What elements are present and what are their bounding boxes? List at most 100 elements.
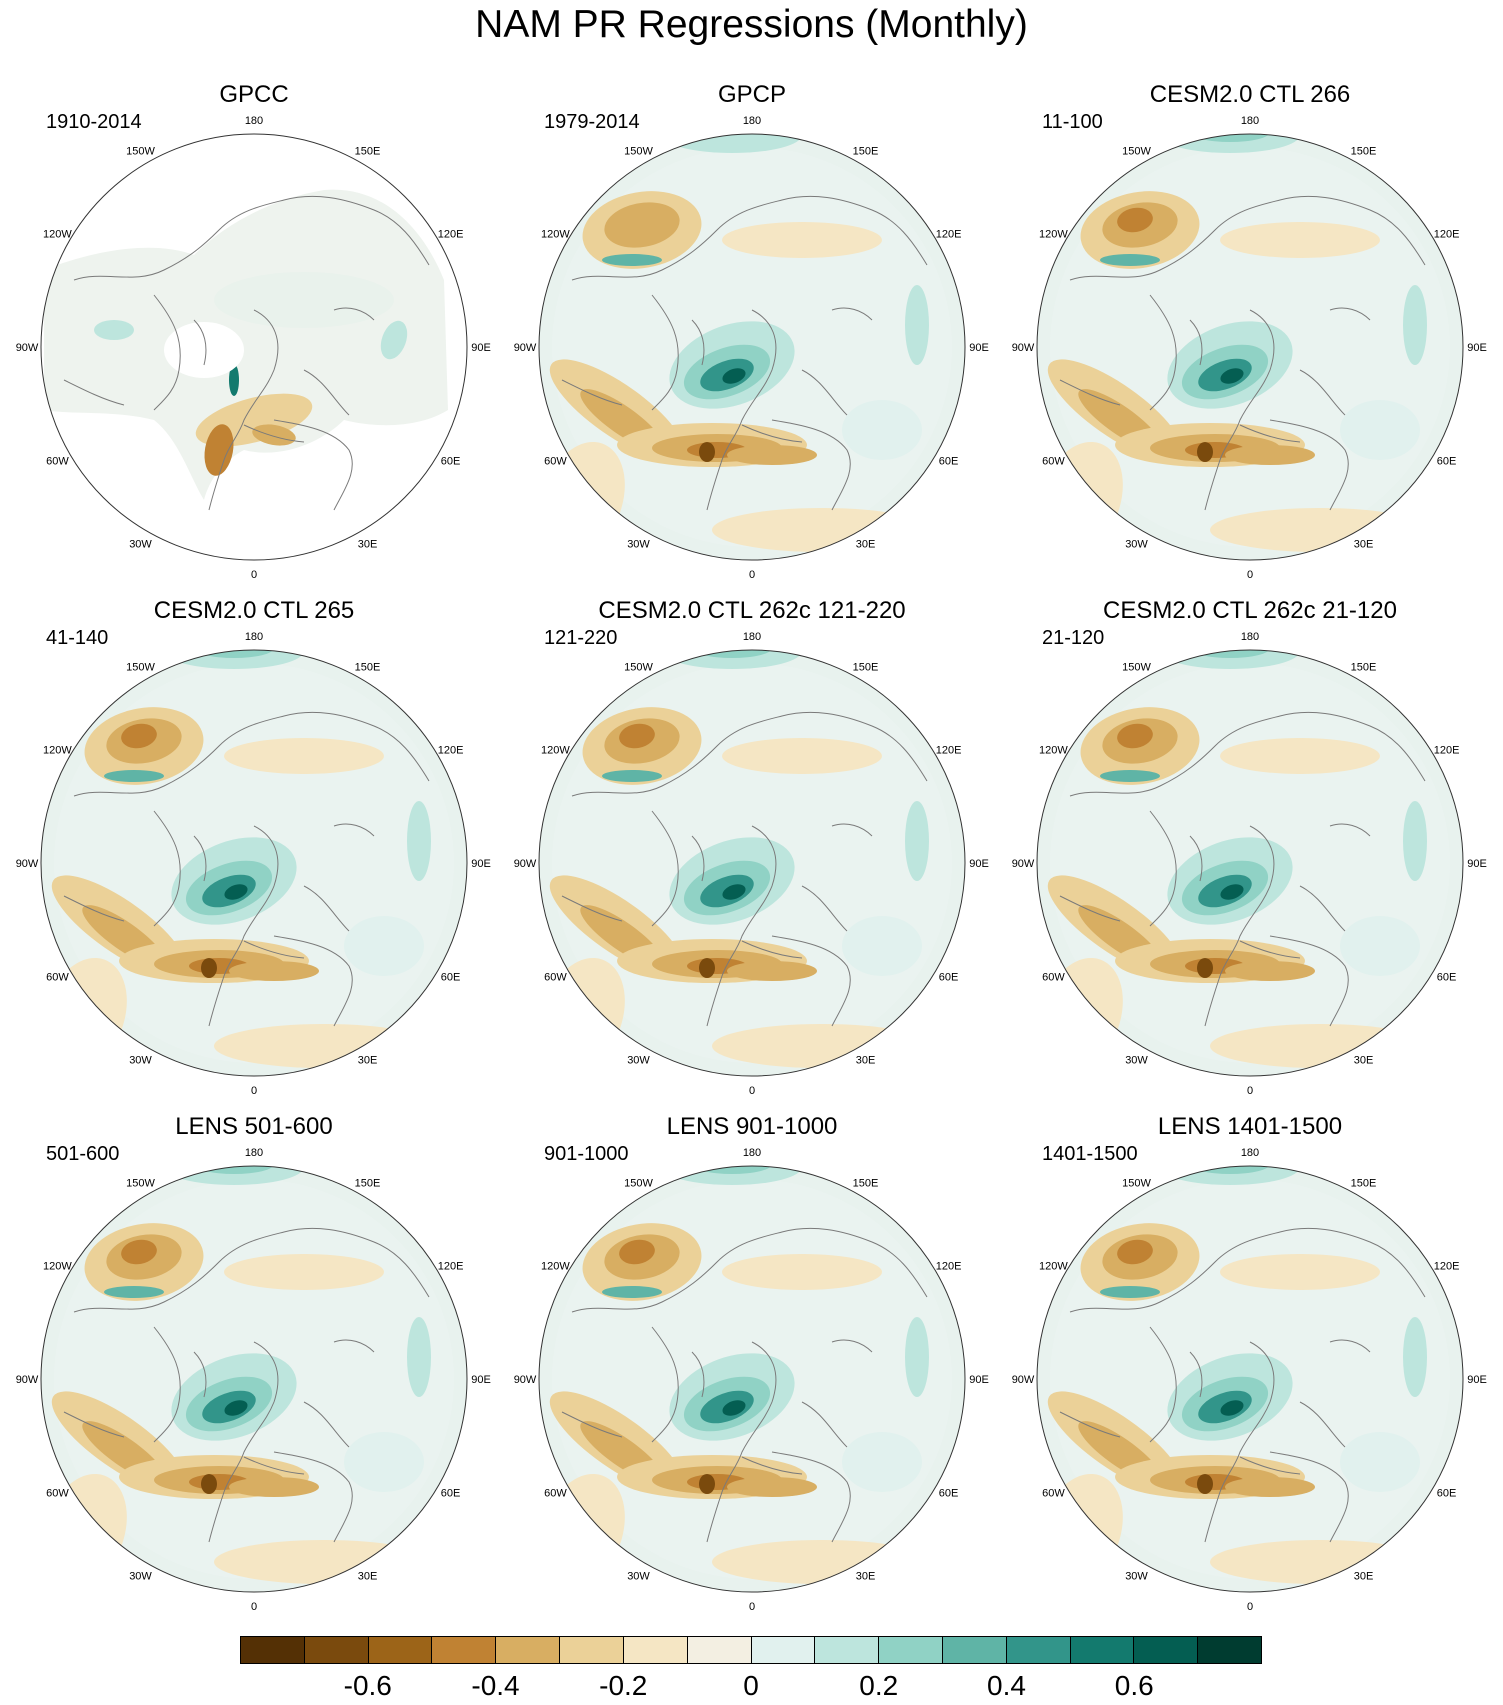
longitude-label: 60E (1437, 456, 1457, 468)
longitude-label: 90E (471, 1374, 491, 1386)
longitude-label: 120E (936, 745, 962, 757)
longitude-label: 30W (129, 1055, 152, 1067)
colorbar-swatch (942, 1637, 1007, 1663)
panel-period: 11-100 (1042, 111, 1103, 133)
longitude-label: 120E (438, 1261, 464, 1273)
colorbar-swatch (815, 1637, 880, 1663)
figure-title: NAM PR Regressions (Monthly) (475, 3, 1028, 46)
longitude-label: 30W (627, 1055, 650, 1067)
longitude-label: 30E (856, 539, 876, 551)
longitude-label: 30E (358, 539, 378, 551)
colorbar-swatch (1006, 1637, 1071, 1663)
colorbar-swatch (1198, 1637, 1261, 1663)
panel-title: GPCP (717, 81, 786, 108)
longitude-label: 120E (1434, 745, 1460, 757)
longitude-label: 90W (16, 858, 39, 870)
longitude-label: 90W (1012, 1374, 1035, 1386)
longitude-label: 90W (514, 342, 537, 354)
colorbar-label: -0.6 (343, 1670, 392, 1701)
colorbar-label: 0.6 (1114, 1670, 1154, 1701)
longitude-label: 60W (46, 1488, 69, 1500)
colorbar-swatch (1070, 1637, 1135, 1663)
longitude-label: 0 (251, 569, 257, 581)
longitude-label: 60W (1042, 972, 1065, 984)
panel-period: 21-120 (1042, 627, 1105, 649)
longitude-label: 120E (936, 1261, 962, 1273)
longitude-label: 60E (1437, 972, 1457, 984)
colorbar-swatch (623, 1637, 688, 1663)
polar-map: 180 150E 120E 90E 60E 30E 0 30W 60W 90W 120W 150W (16, 631, 491, 1097)
colorbar-swatch (304, 1637, 369, 1663)
colorbar (240, 1636, 1262, 1664)
longitude-label: 150E (355, 145, 381, 157)
longitude-label: 60W (1042, 456, 1065, 468)
longitude-label: 90E (969, 1374, 989, 1386)
panel-period: 1979-2014 (544, 111, 640, 133)
polar-map: 180 150E 120E 90E 60E 30E 0 30W 60W 90W 120W 150W (514, 1147, 989, 1613)
colorbar-swatch (368, 1637, 433, 1663)
polar-map: 180 150E 120E 90E 60E 30E 0 30W 60W 90W 120W 150W (1012, 115, 1487, 581)
map-panel: 180 150E 120E 90E 60E 30E 0 30W 60W 90W 120W 150W CE… (1000, 80, 1500, 585)
longitude-label: 90E (969, 858, 989, 870)
longitude-label: 90W (16, 1374, 39, 1386)
longitude-label: 30E (1354, 1055, 1374, 1067)
colorbar-swatch (496, 1637, 561, 1663)
panel-title: CESM2.0 CTL 265 (153, 597, 355, 624)
panel-title: GPCC (219, 81, 289, 108)
panel-period: 901-1000 (544, 1143, 629, 1165)
longitude-label: 120W (43, 1261, 72, 1273)
colorbar-label: 0.2 (859, 1670, 899, 1701)
longitude-label: 60E (939, 456, 959, 468)
panel-title: LENS 901-1000 (666, 1113, 838, 1140)
longitude-label: 30W (1125, 1571, 1148, 1583)
longitude-label: 30E (856, 1571, 876, 1583)
longitude-label: 120E (438, 745, 464, 757)
longitude-label: 90W (16, 342, 39, 354)
longitude-label: 90W (514, 858, 537, 870)
longitude-label: 90E (1467, 342, 1487, 354)
colorbar-swatch (879, 1637, 943, 1663)
longitude-label: 120W (541, 745, 570, 757)
longitude-label: 150W (126, 1177, 155, 1189)
longitude-label: 60W (1042, 1488, 1065, 1500)
longitude-label: 30W (1125, 539, 1148, 551)
polar-map: 180 150E 120E 90E 60E 30E 0 30W 60W 90W 120W 150W (1012, 631, 1487, 1097)
longitude-label: 150E (355, 661, 381, 673)
map-panel: 180 150E 120E 90E 60E 30E 0 30W 60W 90W 120W 150W CE… (4, 596, 504, 1101)
longitude-label: 150E (1351, 1177, 1377, 1189)
polar-map: 180 150E 120E 90E 60E 30E 0 30W 60W 90W 120W 150W (1012, 1147, 1487, 1613)
longitude-label: 30W (627, 1571, 650, 1583)
panel-period: 1401-1500 (1042, 1143, 1138, 1165)
longitude-label: 150W (624, 1177, 653, 1189)
longitude-label: 180 (1241, 631, 1259, 643)
longitude-label: 120E (438, 229, 464, 241)
panel-period: 1910-2014 (46, 111, 142, 133)
colorbar-swatch (560, 1637, 624, 1663)
longitude-label: 150W (1122, 145, 1151, 157)
longitude-label: 120W (1039, 229, 1068, 241)
longitude-label: 30W (129, 539, 152, 551)
longitude-label: 90E (969, 342, 989, 354)
longitude-label: 120W (541, 229, 570, 241)
longitude-label: 90E (1467, 1374, 1487, 1386)
longitude-label: 60W (46, 972, 69, 984)
longitude-label: 60E (441, 1488, 461, 1500)
longitude-label: 0 (1247, 1085, 1253, 1097)
longitude-label: 90E (1467, 858, 1487, 870)
longitude-label: 180 (1241, 115, 1259, 127)
longitude-label: 30E (856, 1055, 876, 1067)
longitude-label: 120E (1434, 229, 1460, 241)
longitude-label: 150W (126, 661, 155, 673)
longitude-label: 180 (743, 631, 761, 643)
panel-title: LENS 1401-1500 (1157, 1113, 1343, 1140)
colorbar-swatch (687, 1637, 752, 1663)
longitude-label: 30W (129, 1571, 152, 1583)
longitude-label: 0 (1247, 1601, 1253, 1613)
panel-title: CESM2.0 CTL 266 (1149, 81, 1351, 108)
longitude-label: 30E (358, 1571, 378, 1583)
panel-title: CESM2.0 CTL 262c 121-220 (598, 597, 906, 624)
longitude-label: 120E (936, 229, 962, 241)
longitude-label: 90E (471, 858, 491, 870)
longitude-label: 60E (939, 1488, 959, 1500)
longitude-label: 60E (939, 972, 959, 984)
